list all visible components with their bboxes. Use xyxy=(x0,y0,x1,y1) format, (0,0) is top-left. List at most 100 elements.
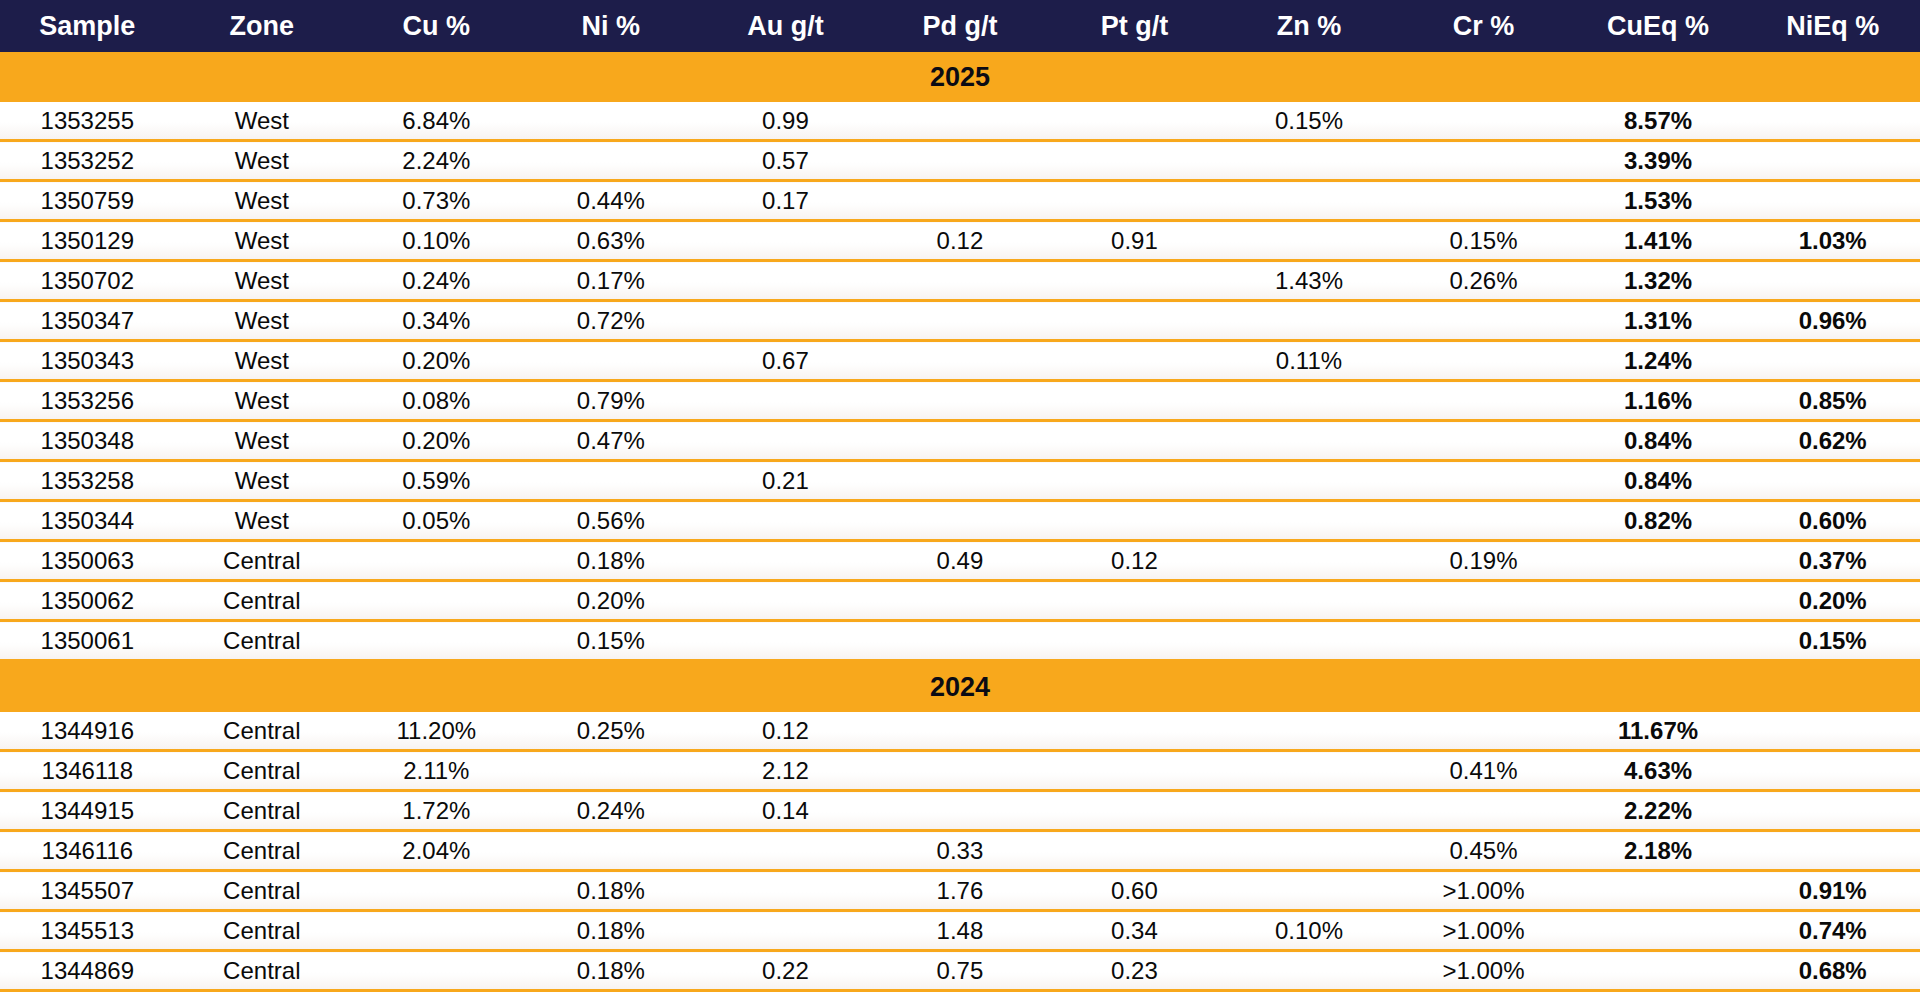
cell-cu: 1.72% xyxy=(349,791,524,831)
cell-zn: 0.11% xyxy=(1222,341,1397,381)
cell-cr: 0.19% xyxy=(1396,541,1571,581)
cell-cueq: 1.41% xyxy=(1571,221,1746,261)
cell-cu: 0.08% xyxy=(349,381,524,421)
table-row: 1346118Central2.11%2.120.41%4.63% xyxy=(0,751,1920,791)
cell-zone: Central xyxy=(175,581,350,621)
cell-cueq xyxy=(1571,581,1746,621)
cell-zn xyxy=(1222,541,1397,581)
cell-ni: 0.15% xyxy=(524,621,699,661)
cell-pt-g-t xyxy=(1047,621,1222,661)
cell-zn xyxy=(1222,621,1397,661)
cell-pt-g-t xyxy=(1047,381,1222,421)
cell-au-g-t: 0.14 xyxy=(698,791,873,831)
table-row: 1350702West0.24%0.17%1.43%0.26%1.32% xyxy=(0,261,1920,301)
cell-sample: 1344915 xyxy=(0,791,175,831)
cell-pt-g-t: 0.23 xyxy=(1047,951,1222,991)
cell-cueq xyxy=(1571,911,1746,951)
cell-au-g-t xyxy=(698,541,873,581)
cell-pt-g-t xyxy=(1047,261,1222,301)
cell-cu xyxy=(349,951,524,991)
cell-cueq: 2.22% xyxy=(1571,791,1746,831)
cell-ni xyxy=(524,141,699,181)
cell-pd-g-t xyxy=(873,791,1048,831)
cell-ni: 0.79% xyxy=(524,381,699,421)
cell-zone: Central xyxy=(175,541,350,581)
cell-pd-g-t: 0.49 xyxy=(873,541,1048,581)
column-header-nieq: NiEq % xyxy=(1745,0,1920,52)
cell-au-g-t: 0.99 xyxy=(698,102,873,141)
cell-pt-g-t xyxy=(1047,421,1222,461)
cell-pd-g-t: 1.76 xyxy=(873,871,1048,911)
cell-nieq: 0.60% xyxy=(1745,501,1920,541)
cell-zn xyxy=(1222,871,1397,911)
cell-ni xyxy=(524,461,699,501)
cell-zone: Central xyxy=(175,621,350,661)
cell-sample: 1353252 xyxy=(0,141,175,181)
cell-sample: 1350759 xyxy=(0,181,175,221)
table-row: 1344869Central0.18%0.220.750.23>1.00%0.6… xyxy=(0,951,1920,991)
cell-au-g-t: 0.67 xyxy=(698,341,873,381)
cell-cr: 0.15% xyxy=(1396,221,1571,261)
cell-cueq: 2.18% xyxy=(1571,831,1746,871)
cell-pt-g-t xyxy=(1047,501,1222,541)
cell-cueq xyxy=(1571,871,1746,911)
cell-sample: 1350063 xyxy=(0,541,175,581)
cell-zone: West xyxy=(175,221,350,261)
cell-pd-g-t xyxy=(873,712,1048,751)
cell-cr: >1.00% xyxy=(1396,911,1571,951)
table-row: 1344916Central11.20%0.25%0.1211.67% xyxy=(0,712,1920,751)
cell-zn xyxy=(1222,712,1397,751)
cell-nieq xyxy=(1745,261,1920,301)
cell-nieq xyxy=(1745,341,1920,381)
cell-ni: 0.47% xyxy=(524,421,699,461)
cell-zn: 0.15% xyxy=(1222,102,1397,141)
cell-zn xyxy=(1222,141,1397,181)
cell-zone: Central xyxy=(175,871,350,911)
cell-ni: 0.17% xyxy=(524,261,699,301)
cell-pd-g-t: 0.12 xyxy=(873,221,1048,261)
cell-pt-g-t xyxy=(1047,751,1222,791)
cell-pt-g-t xyxy=(1047,341,1222,381)
cell-au-g-t xyxy=(698,381,873,421)
year-banner-row-2024: 2024 xyxy=(0,661,1920,713)
table-row: 1344915Central1.72%0.24%0.142.22% xyxy=(0,791,1920,831)
table-row: 1345513Central0.18%1.480.340.10%>1.00%0.… xyxy=(0,911,1920,951)
cell-pt-g-t xyxy=(1047,581,1222,621)
table-row: 1353255West6.84%0.990.15%8.57% xyxy=(0,102,1920,141)
cell-sample: 1350344 xyxy=(0,501,175,541)
cell-pt-g-t: 0.12 xyxy=(1047,541,1222,581)
cell-sample: 1350129 xyxy=(0,221,175,261)
cell-zone: West xyxy=(175,261,350,301)
cell-cu: 2.24% xyxy=(349,141,524,181)
cell-pd-g-t xyxy=(873,341,1048,381)
cell-pd-g-t xyxy=(873,141,1048,181)
cell-zn xyxy=(1222,381,1397,421)
cell-ni: 0.63% xyxy=(524,221,699,261)
cell-cr xyxy=(1396,501,1571,541)
cell-ni xyxy=(524,831,699,871)
cell-zone: West xyxy=(175,421,350,461)
cell-cu: 11.20% xyxy=(349,712,524,751)
cell-sample: 1353258 xyxy=(0,461,175,501)
cell-zn xyxy=(1222,831,1397,871)
cell-au-g-t: 0.22 xyxy=(698,951,873,991)
cell-sample: 1345513 xyxy=(0,911,175,951)
cell-cueq: 11.67% xyxy=(1571,712,1746,751)
column-header-cueq: CuEq % xyxy=(1571,0,1746,52)
table-row: 1350347West0.34%0.72%1.31%0.96% xyxy=(0,301,1920,341)
cell-nieq xyxy=(1745,181,1920,221)
cell-pd-g-t xyxy=(873,501,1048,541)
cell-ni: 0.25% xyxy=(524,712,699,751)
cell-zone: Central xyxy=(175,791,350,831)
column-header-zn: Zn % xyxy=(1222,0,1397,52)
cell-sample: 1350062 xyxy=(0,581,175,621)
cell-zone: West xyxy=(175,301,350,341)
cell-cr xyxy=(1396,301,1571,341)
year-banner-label: 2024 xyxy=(0,661,1920,713)
cell-au-g-t xyxy=(698,221,873,261)
cell-zn xyxy=(1222,791,1397,831)
cell-pd-g-t: 0.75 xyxy=(873,951,1048,991)
cell-cu: 2.04% xyxy=(349,831,524,871)
table-row: 1350061Central0.15%0.15% xyxy=(0,621,1920,661)
cell-cu xyxy=(349,581,524,621)
